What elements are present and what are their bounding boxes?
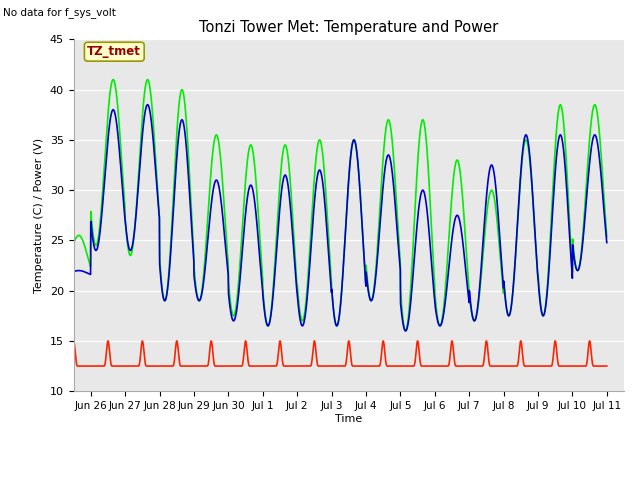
Panel T	[52, 264, 60, 270]
Panel T	[108, 81, 115, 87]
Title: Tonzi Tower Met: Temperature and Power: Tonzi Tower Met: Temperature and Power	[199, 21, 499, 36]
Battery V	[108, 363, 115, 369]
Battery V	[227, 363, 234, 369]
Air T	[52, 272, 60, 277]
Panel T	[603, 233, 611, 239]
Panel T	[529, 196, 536, 202]
Air T	[402, 328, 410, 334]
Panel T	[498, 270, 506, 276]
X-axis label: Time: Time	[335, 414, 362, 424]
Line: Battery V: Battery V	[56, 341, 607, 366]
Air T	[365, 291, 372, 297]
Air T	[108, 110, 115, 116]
Battery V	[52, 363, 60, 369]
Air T	[529, 192, 536, 198]
Text: TZ_tmet: TZ_tmet	[88, 45, 141, 58]
Panel T	[402, 328, 410, 334]
Air T	[227, 307, 234, 312]
Panel T	[596, 130, 604, 135]
Text: No data for f_sys_volt: No data for f_sys_volt	[3, 7, 116, 18]
Battery V	[365, 363, 372, 369]
Battery V	[529, 363, 536, 369]
Battery V	[497, 363, 505, 369]
Battery V	[70, 338, 77, 344]
Y-axis label: Temperature (C) / Power (V): Temperature (C) / Power (V)	[34, 138, 44, 293]
Battery V	[603, 363, 611, 369]
Battery V	[595, 363, 603, 369]
Air T	[596, 155, 604, 161]
Air T	[498, 261, 506, 267]
Air T	[143, 102, 151, 108]
Panel T	[365, 289, 372, 295]
Line: Air T: Air T	[56, 105, 607, 331]
Panel T	[227, 299, 234, 305]
Air T	[603, 240, 611, 245]
Line: Panel T: Panel T	[56, 80, 607, 331]
Panel T	[143, 77, 151, 83]
